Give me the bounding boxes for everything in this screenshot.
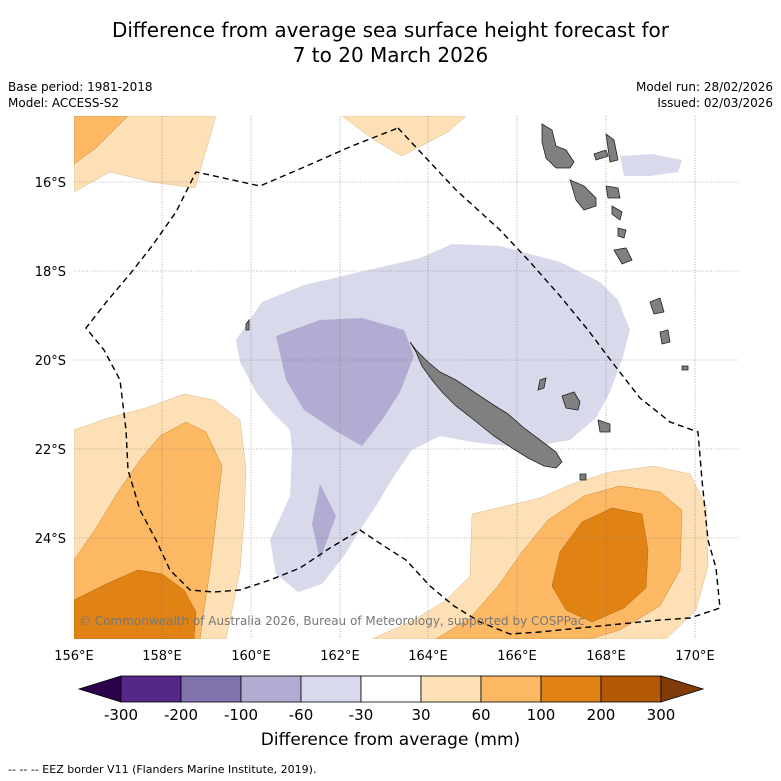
lon-label-166e: 166°E	[497, 649, 537, 664]
land-matthew-island	[649, 297, 665, 315]
colorbar: -300 -200 -100 -60 -30 30 60 100 200 300	[77, 675, 705, 724]
anomaly-100-200-bottom-left	[74, 569, 197, 639]
land-loyalty-lifou	[561, 391, 581, 411]
title-line-2: 7 to 20 March 2026	[292, 43, 489, 67]
cb-tick-label: -30	[349, 706, 374, 724]
graticule	[74, 116, 739, 639]
eez-footnote: -- -- -- EEZ border V11 (Flanders Marine…	[8, 763, 317, 776]
land-chesterfield	[245, 318, 250, 331]
colorbar-bin	[540, 675, 602, 703]
anomaly-100-200-bottom-right	[551, 507, 649, 623]
lat-label-22s: 22°S	[35, 443, 66, 458]
colorbar-bin	[480, 675, 542, 703]
land-loyalty-mare	[597, 419, 611, 433]
land-vanuatu-2	[569, 179, 597, 211]
map-area	[74, 116, 739, 639]
latitude-labels: 16°S 18°S 20°S 22°S 24°S	[35, 176, 66, 547]
title-line-1: Difference from average sea surface heig…	[111, 18, 670, 42]
issued-date: Issued: 02/03/2026	[657, 96, 773, 110]
colorbar-bin	[240, 675, 302, 703]
land-isle-of-pines	[579, 473, 587, 481]
anomaly-neg60-neg100-south	[312, 484, 336, 560]
lat-label-18s: 18°S	[35, 265, 66, 280]
land-loyalty-ouvea	[537, 377, 547, 391]
anomaly-neg30-neg60-northeast	[620, 154, 682, 176]
anomaly-60-100-top-left	[74, 116, 129, 165]
anomaly-neg60-neg100-center	[276, 318, 414, 446]
chart-title: Difference from average sea surface heig…	[0, 18, 781, 68]
lon-label-162e: 162°E	[320, 649, 360, 664]
cb-tick-label: 200	[587, 706, 616, 724]
lon-label-158e: 158°E	[142, 649, 182, 664]
longitude-labels: 156°E 158°E 160°E 162°E 164°E 166°E 168°…	[54, 649, 715, 664]
eez-border	[85, 127, 721, 635]
cb-tick-label: 300	[647, 706, 676, 724]
colorbar-bin	[420, 675, 482, 703]
colorbar-bin	[180, 675, 242, 703]
cb-tick-label: 100	[527, 706, 556, 724]
colorbar-bin	[300, 675, 362, 703]
land-new-caledonia	[409, 341, 563, 469]
land-vanuatu-4	[605, 133, 619, 163]
land-walpole	[681, 365, 689, 371]
model-run: Model run: 28/02/2026	[635, 80, 773, 94]
lat-label-24s: 24°S	[35, 532, 66, 547]
cb-tick-label: -300	[104, 706, 138, 724]
anomaly-30-60-top-center	[341, 116, 467, 157]
meta-left: Base period: 1981-2018 Model: ACCESS-S2	[8, 79, 153, 111]
land-masses	[245, 123, 689, 481]
land-hunter-island	[659, 329, 671, 345]
colorbar-bin	[600, 675, 662, 703]
cb-tick-label: 60	[471, 706, 490, 724]
lon-label-156e: 156°E	[54, 649, 94, 664]
meta-right: Model run: 28/02/2026 Issued: 02/03/2026	[636, 79, 773, 111]
land-vanuatu-8	[613, 247, 633, 265]
cb-tick-label: -100	[224, 706, 258, 724]
colorbar-bin	[120, 675, 182, 703]
colorbar-extend-low	[77, 675, 122, 703]
colorbar-title: Difference from average (mm)	[260, 730, 521, 750]
cb-tick-label: -200	[164, 706, 198, 724]
land-vanuatu-6	[611, 205, 623, 221]
lat-label-20s: 20°S	[35, 354, 66, 369]
cb-tick-label: 30	[411, 706, 430, 724]
copyright-notice: © Commonwealth of Australia 2026, Bureau…	[79, 614, 585, 628]
cb-tick-label: -60	[289, 706, 314, 724]
lat-label-16s: 16°S	[35, 176, 66, 191]
lon-label-164e: 164°E	[408, 649, 448, 664]
colorbar-extend-high	[660, 675, 705, 703]
lon-label-168e: 168°E	[586, 649, 626, 664]
lon-label-160e: 160°E	[231, 649, 271, 664]
lon-label-170e: 170°E	[675, 649, 715, 664]
land-vanuatu-3	[593, 149, 609, 161]
land-vanuatu-north	[541, 123, 575, 169]
land-vanuatu-5	[605, 185, 621, 199]
base-period: Base period: 1981-2018	[8, 80, 153, 94]
land-vanuatu-7	[617, 227, 627, 239]
model-name: Model: ACCESS-S2	[8, 96, 120, 110]
colorbar-bin	[360, 675, 422, 703]
